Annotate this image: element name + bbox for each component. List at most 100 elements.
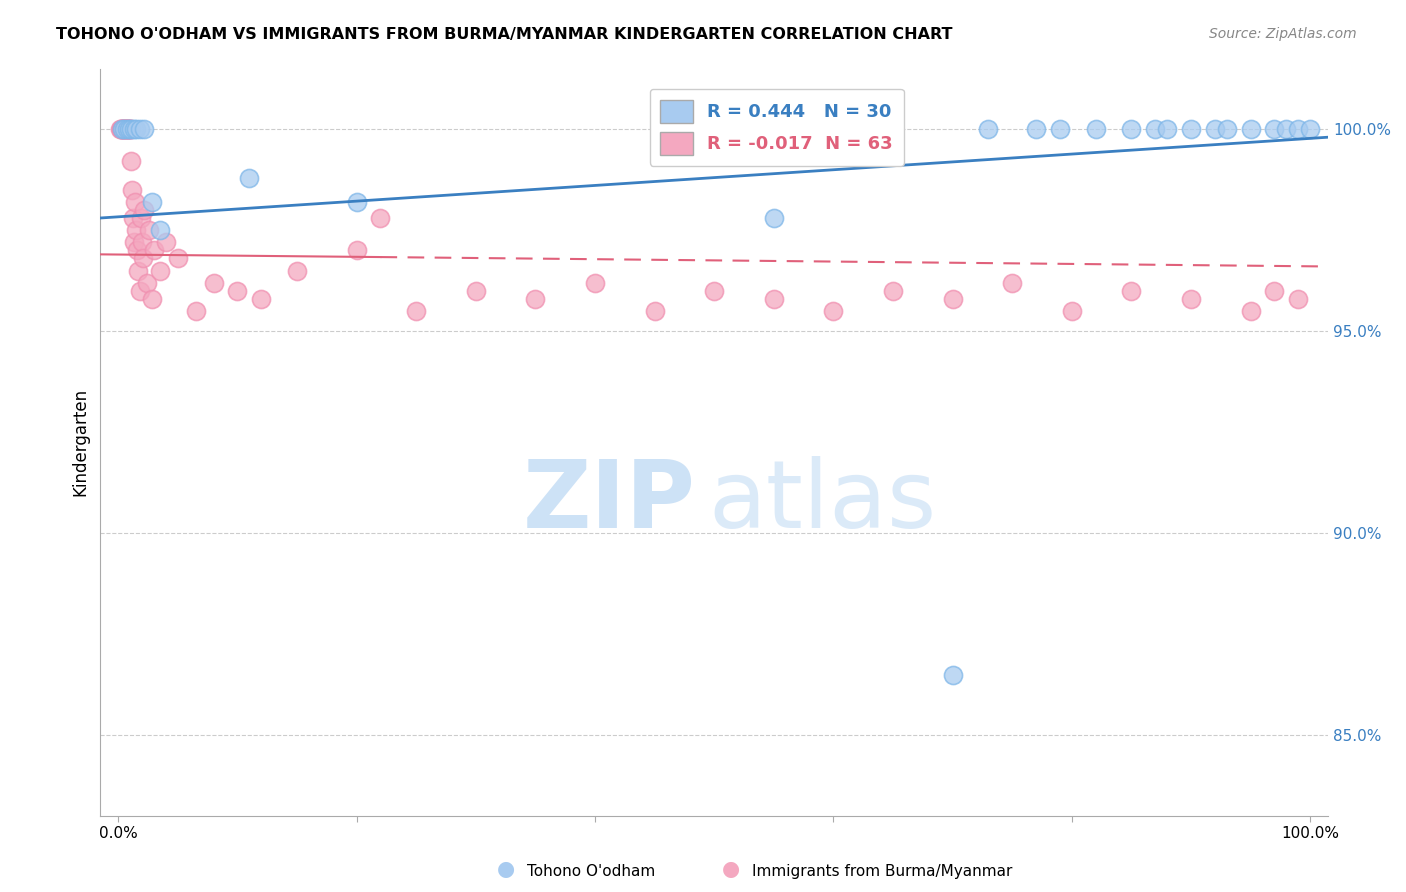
Point: [112, 122, 135, 136]
Text: atlas: atlas: [709, 456, 936, 548]
Point: [238, 170, 260, 185]
Point: [120, 154, 142, 169]
Point: [120, 122, 142, 136]
Point: [1180, 292, 1202, 306]
Point: [138, 223, 160, 237]
Point: [285, 263, 308, 277]
Point: [115, 122, 138, 136]
Point: [1001, 276, 1024, 290]
Point: [120, 122, 142, 136]
Point: [112, 122, 135, 136]
Point: [1204, 122, 1226, 136]
Point: [111, 122, 134, 136]
Point: [135, 276, 157, 290]
Point: [1275, 122, 1298, 136]
Point: [942, 292, 965, 306]
Point: [226, 284, 249, 298]
Point: [131, 235, 153, 250]
Point: [942, 667, 965, 681]
Point: [120, 122, 142, 136]
Point: [115, 122, 138, 136]
Point: [184, 304, 207, 318]
Point: [128, 122, 150, 136]
Point: [405, 304, 427, 318]
Point: [1286, 292, 1309, 306]
Point: [1263, 122, 1285, 136]
Point: [1299, 122, 1322, 136]
Point: [703, 284, 725, 298]
Point: [762, 211, 785, 225]
Point: [124, 194, 146, 209]
Point: [114, 122, 136, 136]
Point: [1060, 304, 1083, 318]
Point: [108, 122, 131, 136]
Point: [117, 122, 139, 136]
Point: [1121, 122, 1143, 136]
Point: [132, 252, 155, 266]
Text: Source: ZipAtlas.com: Source: ZipAtlas.com: [1209, 27, 1357, 41]
Point: [143, 244, 166, 258]
Point: [128, 284, 150, 298]
Point: [129, 211, 152, 225]
Point: [524, 292, 547, 306]
Point: [118, 122, 141, 136]
Point: [1049, 122, 1071, 136]
Text: ●: ●: [723, 859, 740, 879]
Point: [823, 304, 845, 318]
Point: [1121, 284, 1143, 298]
Point: [583, 276, 606, 290]
Point: [127, 244, 149, 258]
Point: [111, 122, 134, 136]
Legend: R = 0.444   N = 30, R = -0.017  N = 63: R = 0.444 N = 30, R = -0.017 N = 63: [650, 89, 904, 166]
Point: [882, 284, 904, 298]
Text: TOHONO O'ODHAM VS IMMIGRANTS FROM BURMA/MYANMAR KINDERGARTEN CORRELATION CHART: TOHONO O'ODHAM VS IMMIGRANTS FROM BURMA/…: [56, 27, 953, 42]
Point: [111, 122, 134, 136]
Point: [1144, 122, 1167, 136]
Point: [121, 211, 143, 225]
Point: [110, 122, 132, 136]
Text: Tohono O'odham: Tohono O'odham: [527, 863, 655, 879]
Point: [134, 122, 156, 136]
Point: [141, 194, 163, 209]
Point: [346, 244, 368, 258]
Point: [114, 122, 136, 136]
Point: [464, 284, 486, 298]
Point: [111, 122, 134, 136]
Y-axis label: Kindergarten: Kindergarten: [72, 388, 89, 496]
Text: ●: ●: [498, 859, 515, 879]
Point: [118, 122, 141, 136]
Text: Immigrants from Burma/Myanmar: Immigrants from Burma/Myanmar: [752, 863, 1012, 879]
Point: [250, 292, 273, 306]
Point: [166, 252, 188, 266]
Point: [112, 122, 135, 136]
Point: [155, 235, 177, 250]
Point: [1263, 284, 1285, 298]
Point: [118, 122, 141, 136]
Point: [1240, 122, 1263, 136]
Point: [346, 194, 368, 209]
Point: [202, 276, 225, 290]
Point: [125, 223, 148, 237]
Point: [149, 223, 172, 237]
Point: [762, 292, 785, 306]
Point: [1025, 122, 1047, 136]
Point: [1084, 122, 1107, 136]
Point: [977, 122, 1000, 136]
Point: [1180, 122, 1202, 136]
Point: [121, 183, 143, 197]
Point: [134, 202, 156, 217]
Point: [370, 211, 392, 225]
Point: [1216, 122, 1239, 136]
Point: [1240, 304, 1263, 318]
Point: [1156, 122, 1178, 136]
Point: [115, 122, 138, 136]
Point: [122, 235, 145, 250]
Point: [125, 122, 148, 136]
Point: [1286, 122, 1309, 136]
Text: ZIP: ZIP: [523, 456, 696, 548]
Point: [122, 122, 145, 136]
Point: [117, 122, 139, 136]
Point: [644, 304, 666, 318]
Point: [149, 263, 172, 277]
Point: [128, 263, 150, 277]
